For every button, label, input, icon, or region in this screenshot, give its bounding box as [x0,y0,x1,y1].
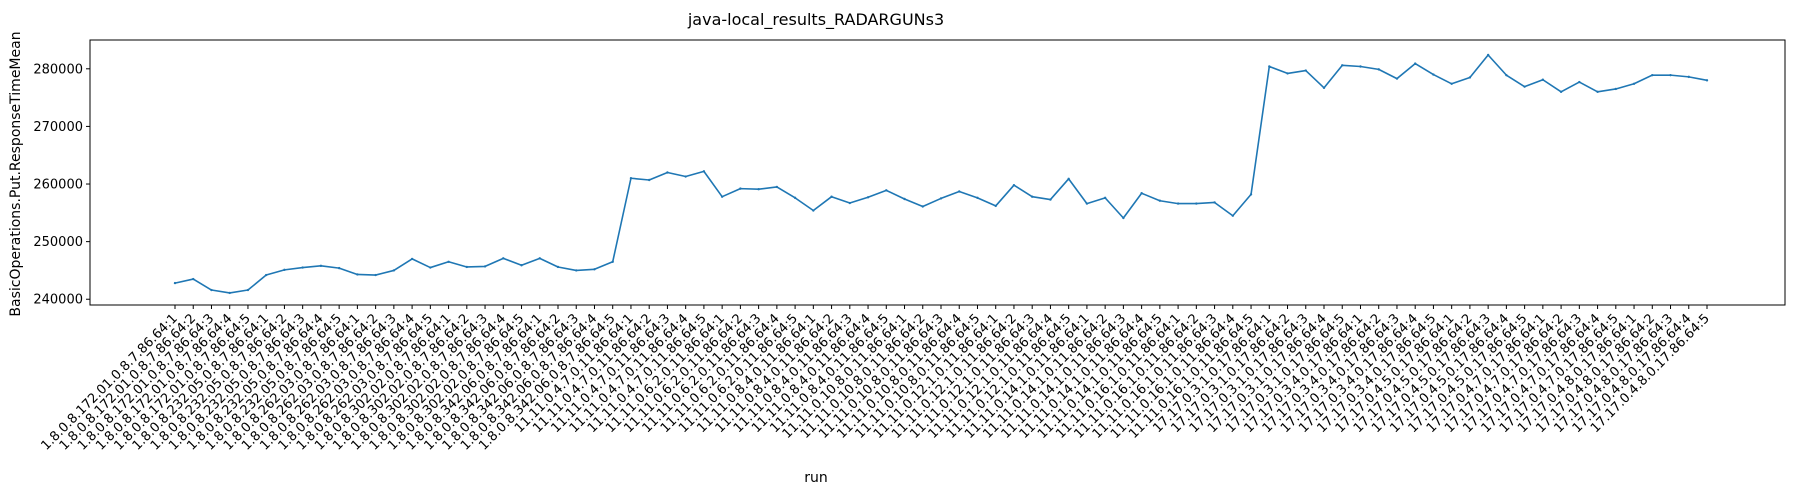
y-axis-ticks: 240000 250000 260000 270000 280000 [33,62,90,308]
data-point [939,197,943,200]
data-point [1651,73,1654,77]
data-point [611,260,614,263]
data-points [173,53,1709,295]
y-tick-label: 280000 [33,62,83,77]
data-point [812,209,815,212]
data-point [556,265,560,269]
data-point [1468,76,1472,79]
data-point [1541,78,1545,81]
data-point [465,265,469,269]
data-point [1085,202,1089,205]
y-tick-label: 250000 [33,235,83,250]
data-point [647,178,651,182]
y-tick-label: 240000 [33,293,83,308]
data-point [1559,90,1563,94]
data-point [903,197,906,201]
data-point [1687,75,1690,79]
data-point [1359,65,1362,68]
data-point [1505,73,1508,77]
data-point [575,269,578,272]
data-point [1030,195,1034,198]
data-point [337,266,341,270]
data-point [1158,199,1162,202]
data-point [593,268,596,271]
data-point [374,273,377,277]
data-point [775,185,779,189]
data-point [1486,53,1490,57]
data-point [1286,72,1289,75]
y-tick-label: 260000 [33,178,83,193]
data-point [264,273,268,277]
data-point [1304,69,1307,72]
data-point [1395,77,1399,80]
data-point [958,190,961,193]
data-point [720,195,724,198]
data-point [1377,68,1380,71]
data-point [1012,183,1016,187]
data-point [1067,177,1070,181]
data-point [1632,82,1636,85]
data-point [994,204,997,208]
data-point [1268,65,1271,68]
data-point [666,171,669,174]
data-point [1049,198,1052,201]
data-point [1669,73,1672,77]
data-point [520,264,523,267]
data-point [1322,86,1326,90]
data-point [447,260,450,263]
data-point [301,266,304,269]
data-point [410,257,414,261]
data-point [210,288,213,292]
data-point [319,264,323,268]
data-point [283,268,286,272]
data-point [1450,82,1453,85]
data-point [392,269,396,272]
data-point [1176,202,1180,205]
data-point [1213,201,1216,204]
data-point [1122,216,1125,220]
data-point [1705,79,1709,82]
data-point [1614,87,1618,91]
series-line [174,54,1708,294]
data-point [173,281,177,285]
data-point [502,257,505,260]
data-point [228,291,231,295]
data-point [1103,196,1107,200]
y-tick-label: 270000 [33,120,83,135]
data-point [885,189,888,192]
data-point [1249,193,1253,196]
data-point [429,266,432,269]
data-point [921,205,924,208]
data-point [702,170,706,173]
y-axis-label: BasicOperations.Put.ResponseTimeMean [8,31,24,316]
data-point [1596,90,1599,94]
data-point [1231,214,1235,217]
data-point [629,177,633,180]
data-point [1341,64,1344,67]
data-point [1413,62,1417,65]
data-point [192,277,195,281]
chart-title: java-local_results_RADARGUNs3 [687,10,944,30]
data-point [848,201,852,205]
data-point [830,195,833,198]
data-point [356,273,359,276]
plot-frame [89,39,1786,306]
x-axis-label: run [804,470,828,486]
x-axis-ticks: 1.8.0.8.172.01.0.8.7.86.64:11.8.0.8.172.… [38,305,1713,454]
data-point [757,188,760,191]
data-point [246,288,250,292]
data-point [483,265,487,268]
data-point [1195,202,1198,205]
data-point [1523,85,1526,88]
data-point [866,196,870,199]
data-point [1140,192,1143,195]
data-point [793,196,797,200]
data-point [976,196,979,200]
data-point [538,257,541,260]
data-point [739,187,742,190]
data-point [1432,73,1435,76]
data-point [1578,80,1581,84]
data-point [684,175,687,178]
